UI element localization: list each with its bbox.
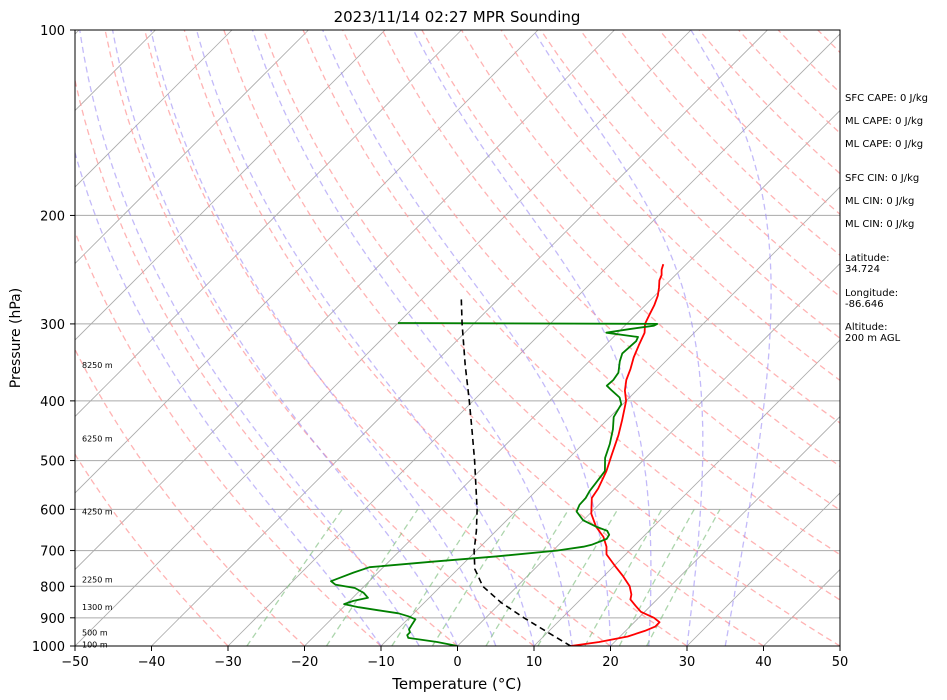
moist-adiabat: [412, 30, 652, 646]
chart-title: 2023/11/14 02:27 MPR Sounding: [334, 8, 581, 26]
isotherm-line: [227, 33, 840, 646]
isotherm-line: [75, 30, 462, 418]
moist-adiabat: [251, 30, 573, 646]
parcel-line: [460, 295, 572, 646]
dry-adiabat: [144, 30, 611, 646]
isotherm-line: [686, 492, 840, 646]
y-tick-label: 600: [40, 503, 65, 518]
height-label: 1300 m: [82, 603, 113, 612]
dry-adiabat: [183, 30, 688, 646]
x-tick-label: −20: [291, 655, 318, 670]
height-label: 4250 m: [82, 508, 113, 517]
longitude-label: Longitude: -86.646: [845, 288, 899, 310]
altitude-label: Altitude: 200 m AGL: [845, 322, 901, 344]
dry-adiabat: [579, 30, 840, 298]
ml-cin-label-2: ML CIN: 0 J/kg: [845, 219, 915, 230]
y-axis-label: Pressure (hPa): [8, 288, 24, 388]
data-lines: [330, 263, 665, 646]
height-label: 500 m: [82, 628, 108, 637]
y-tick-label: 300: [40, 318, 65, 333]
y-tick-label: 400: [40, 395, 65, 410]
x-tick-label: −50: [61, 655, 88, 670]
x-tick-label: 20: [602, 655, 619, 670]
mixing-ratio-line: [431, 508, 519, 646]
moist-adiabat: [195, 30, 535, 646]
mixing-ratio-line: [485, 508, 570, 646]
sfc-cape-label: SFC CAPE: 0 J/kg: [845, 93, 928, 104]
dry-adiabat: [223, 30, 764, 646]
height-label: 2250 m: [82, 576, 113, 585]
mixing-ratio-line: [618, 508, 695, 646]
x-tick-label: 30: [679, 655, 696, 670]
ml-cin-label: ML CIN: 0 J/kg: [845, 196, 915, 207]
isotherm-line: [610, 415, 840, 646]
mixing-ratio-line: [584, 508, 663, 646]
isotherm-line: [75, 30, 233, 188]
y-tick-label: 700: [40, 545, 65, 560]
dry-adiabat: [262, 30, 840, 646]
ml-cape-label: ML CAPE: 0 J/kg: [845, 116, 924, 127]
background-lines: [75, 30, 840, 646]
moist-adiabat: [79, 30, 420, 646]
x-axis-label: Temperature (°C): [391, 675, 521, 693]
y-tick-label: 900: [40, 612, 65, 627]
plot-frame: [74, 29, 841, 647]
isotherm-line: [75, 30, 539, 494]
sfc-cin-label: SFC CIN: 0 J/kg: [845, 173, 920, 184]
moist-adiabat: [111, 30, 459, 646]
height-label: 8250 m: [82, 361, 113, 370]
temperature-line: [570, 263, 665, 646]
axes: 8250 m 6250 m 4250 m 2250 m 1300 m 500 m 100 m…: [32, 24, 848, 670]
mixing-ratio-line: [537, 508, 619, 646]
moist-adiabat: [532, 30, 704, 646]
y-tick-label: 1000: [32, 640, 65, 655]
x-tick-label: −40: [138, 655, 165, 670]
y-tick-label: 100: [40, 24, 65, 39]
isotherm-line: [75, 30, 309, 265]
dewpoint-line: [330, 322, 659, 646]
x-tick-label: 10: [526, 655, 543, 670]
isotherm-line: [533, 339, 840, 646]
moist-adiabat: [690, 30, 772, 646]
isotherm-line: [457, 262, 840, 646]
isotherm-line: [75, 30, 692, 646]
mixing-ratio-line: [391, 508, 481, 646]
x-tick-label: 40: [755, 655, 772, 670]
isotherm-line: [75, 30, 386, 341]
x-tick-label: 0: [453, 655, 461, 670]
x-tick-label: 50: [832, 655, 849, 670]
moist-adiabat: [150, 30, 497, 646]
height-label: 6250 m: [82, 434, 113, 443]
dry-adiabat: [75, 77, 458, 646]
y-tick-label: 200: [40, 209, 65, 224]
ml-cape-label-2: ML CAPE: 0 J/kg: [845, 139, 924, 150]
y-tick-label: 500: [40, 455, 65, 470]
height-label: 100 m: [82, 641, 108, 650]
dry-adiabat: [75, 452, 229, 646]
x-tick-label: −30: [214, 655, 241, 670]
mixing-ratio-line: [325, 508, 419, 646]
isotherm-line: [304, 109, 840, 646]
isotherm-line: [380, 186, 840, 646]
isotherm-line: [75, 30, 615, 571]
mixing-ratio-line: [246, 508, 343, 646]
dry-adiabat: [75, 348, 305, 646]
dry-adiabat: [75, 230, 382, 646]
x-tick-label: −10: [367, 655, 394, 670]
isotherm-line: [151, 30, 768, 646]
mixing-ratio-line: [646, 508, 721, 646]
latitude-label: Latitude: 34.724: [845, 253, 890, 275]
y-tick-label: 800: [40, 580, 65, 595]
moist-adiabat: [322, 30, 612, 646]
dry-adiabat: [104, 30, 535, 646]
